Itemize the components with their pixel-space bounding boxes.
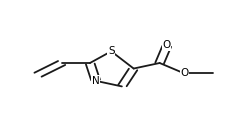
Text: O: O — [163, 40, 171, 50]
Text: S: S — [108, 46, 114, 56]
Text: N: N — [92, 76, 100, 86]
Text: O: O — [180, 68, 189, 78]
